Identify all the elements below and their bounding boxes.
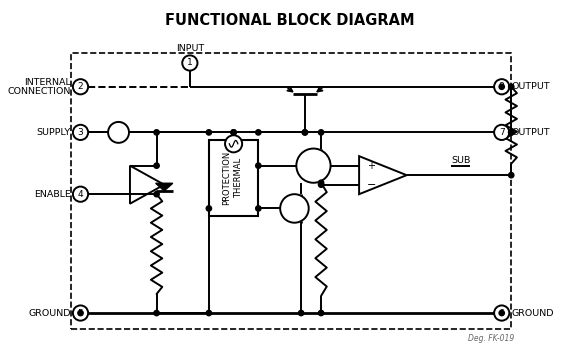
Circle shape (302, 130, 307, 135)
Text: 5: 5 (77, 308, 84, 317)
Text: OUTPUT: OUTPUT (511, 82, 550, 91)
Circle shape (509, 172, 514, 178)
Text: OUTPUT: OUTPUT (511, 128, 550, 137)
Text: ENABLE: ENABLE (34, 190, 71, 199)
Circle shape (206, 310, 211, 316)
Text: SUPPLY: SUPPLY (37, 128, 71, 137)
Circle shape (494, 79, 509, 94)
Text: PROTECTION: PROTECTION (222, 151, 231, 205)
Circle shape (494, 306, 509, 321)
Text: GROUND: GROUND (511, 308, 554, 317)
Circle shape (319, 180, 324, 185)
Circle shape (499, 310, 504, 316)
Circle shape (509, 84, 514, 89)
Circle shape (73, 125, 88, 140)
Circle shape (509, 130, 514, 135)
Polygon shape (155, 183, 173, 191)
Bar (71, 54, 511, 329)
Circle shape (319, 310, 324, 316)
Circle shape (206, 130, 211, 135)
Circle shape (73, 306, 88, 321)
Circle shape (494, 125, 509, 140)
Circle shape (256, 163, 261, 169)
Circle shape (319, 130, 324, 135)
Text: 1: 1 (187, 59, 193, 67)
Text: GROUND: GROUND (29, 308, 71, 317)
Text: INTERNAL: INTERNAL (24, 79, 71, 87)
Circle shape (73, 187, 88, 202)
Text: FUNCTIONAL BLOCK DIAGRAM: FUNCTIONAL BLOCK DIAGRAM (165, 13, 415, 28)
Text: 6: 6 (499, 308, 504, 317)
Circle shape (154, 191, 159, 197)
Circle shape (302, 130, 307, 135)
Bar (209, 140, 258, 216)
Circle shape (225, 135, 242, 152)
Circle shape (154, 310, 159, 316)
Text: SUB: SUB (451, 156, 471, 165)
Circle shape (78, 310, 83, 316)
Text: 8: 8 (499, 82, 504, 91)
Circle shape (298, 310, 304, 316)
Text: 2: 2 (78, 82, 84, 91)
Circle shape (108, 122, 129, 143)
Text: 7: 7 (499, 128, 504, 137)
Circle shape (154, 163, 159, 169)
Circle shape (280, 194, 309, 223)
Circle shape (231, 130, 236, 135)
Text: 4: 4 (78, 190, 84, 199)
Circle shape (256, 130, 261, 135)
Text: CONNECTION: CONNECTION (8, 87, 71, 96)
Circle shape (182, 55, 197, 71)
Circle shape (499, 84, 504, 89)
Circle shape (73, 79, 88, 94)
Text: 3: 3 (77, 128, 84, 137)
Text: +: + (367, 161, 375, 171)
Circle shape (206, 206, 211, 211)
Text: −: − (367, 180, 376, 190)
Text: Deg. FK-019: Deg. FK-019 (468, 334, 514, 343)
Circle shape (509, 130, 514, 135)
Circle shape (231, 130, 236, 135)
Circle shape (319, 182, 324, 187)
Circle shape (256, 206, 261, 211)
Text: INPUT: INPUT (176, 44, 204, 52)
Text: THERMAL: THERMAL (234, 158, 243, 198)
Circle shape (296, 149, 330, 183)
Circle shape (154, 130, 159, 135)
